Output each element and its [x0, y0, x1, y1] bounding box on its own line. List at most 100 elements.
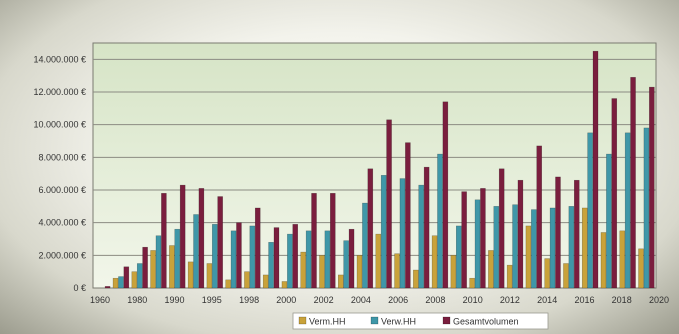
x-tick-label: 2012 — [500, 295, 520, 305]
bar-verm-hh — [375, 233, 382, 289]
x-tick-label: 2020 — [649, 295, 669, 305]
bar-verw-hh — [212, 224, 218, 289]
bar-verm-hh — [338, 274, 344, 289]
bars-group — [104, 50, 655, 289]
bar-verw-hh — [456, 225, 462, 289]
bar-verm-hh — [169, 245, 175, 289]
bar-verw-hh — [343, 240, 349, 289]
bar-verm-hh — [206, 263, 213, 289]
gridlines — [93, 58, 656, 256]
bar-verw-hh — [568, 206, 575, 289]
bar-gesamtvolumen — [498, 168, 505, 289]
bar-gesamtvolumen — [423, 166, 430, 289]
bar-gesamtvolumen — [367, 168, 374, 289]
bar-gesamtvolumen — [311, 193, 317, 289]
bar-gesamtvolumen — [611, 98, 618, 289]
bar-verw-hh — [380, 175, 387, 289]
bar-gesamtvolumen — [104, 286, 111, 289]
bar-verw-hh — [531, 209, 537, 289]
bar-verm-hh — [356, 255, 363, 289]
y-tick-label: 8.000.000 € — [38, 152, 86, 162]
bar-gesamtvolumen — [630, 77, 636, 289]
y-tick-label: 6.000.000 € — [38, 185, 86, 195]
bar-verw-hh — [549, 207, 556, 289]
bar-gesamtvolumen — [198, 188, 205, 289]
bar-verm-hh — [450, 255, 457, 289]
bar-gesamtvolumen — [536, 145, 542, 289]
bar-gesamtvolumen — [179, 184, 186, 289]
y-tick-label: 0 € — [73, 283, 86, 293]
bar-verm-hh — [413, 269, 419, 289]
bar-verm-hh — [581, 207, 588, 289]
x-tick-label: 2000 — [276, 295, 296, 305]
plot-area — [92, 42, 657, 289]
bar-verw-hh — [493, 206, 500, 289]
bar-verw-hh — [474, 199, 481, 289]
bar-gesamtvolumen — [123, 266, 130, 289]
legend-box — [292, 312, 549, 330]
x-tick-label: 2010 — [463, 295, 483, 305]
legend-label: Verm.HH — [309, 317, 346, 327]
y-tick-label: 12.000.000 € — [33, 87, 86, 97]
y-tick-label: 4.000.000 € — [38, 218, 86, 228]
bar-gesamtvolumen — [217, 196, 223, 289]
bar-gesamtvolumen — [517, 179, 524, 289]
bar-verm-hh — [281, 281, 288, 289]
bar-gesamtvolumen — [405, 142, 411, 289]
legend-label: Gesamtvolumen — [453, 317, 519, 327]
bar-gesamtvolumen — [236, 222, 242, 289]
bar-verw-hh — [193, 214, 199, 289]
bar-gesamtvolumen — [142, 246, 148, 289]
x-tick-label: 1960 — [90, 295, 110, 305]
bar-gesamtvolumen — [574, 179, 580, 289]
bar-verw-hh — [230, 230, 237, 289]
x-tick-label: 1995 — [202, 295, 222, 305]
x-tick-label: 1998 — [239, 295, 259, 305]
bar-verm-hh — [431, 235, 438, 289]
legend-swatch — [298, 316, 307, 325]
bar-verw-hh — [399, 178, 406, 289]
bar-gesamtvolumen — [348, 228, 355, 289]
bar-verw-hh — [437, 153, 443, 289]
x-tick-label: 2002 — [314, 295, 334, 305]
x-tick-label: 2014 — [537, 295, 557, 305]
bar-gesamtvolumen — [292, 224, 298, 289]
bar-verm-hh — [300, 251, 306, 289]
bar-verm-hh — [469, 277, 475, 289]
bar-verm-hh — [187, 261, 194, 289]
x-tick-label: 1980 — [127, 295, 147, 305]
bar-gesamtvolumen — [442, 101, 449, 289]
x-tick-label: 2006 — [388, 295, 408, 305]
legend-swatch — [370, 316, 379, 325]
x-axis: 1960 1980 1990 1995 1998 2000 2002 2004 2006 2008… — [90, 295, 669, 305]
bar-verw-hh — [643, 127, 650, 289]
bar-verw-hh — [174, 228, 180, 289]
y-tick-label: 14.000.000 € — [33, 54, 86, 64]
x-tick-label: 2008 — [425, 295, 445, 305]
bar-gesamtvolumen — [480, 188, 486, 289]
bar-verw-hh — [305, 230, 312, 289]
bar-verw-hh — [512, 204, 518, 289]
bar-verw-hh — [418, 184, 424, 289]
bar-verm-hh — [619, 230, 625, 289]
bar-verw-hh — [136, 263, 143, 289]
legend-swatch — [442, 316, 451, 325]
bar-verm-hh — [600, 232, 607, 289]
bar-gesamtvolumen — [386, 119, 392, 289]
bar-verm-hh — [225, 279, 231, 289]
y-tick-label: 10.000.000 € — [33, 120, 86, 130]
bar-verm-hh — [544, 258, 550, 289]
bar-verm-hh — [563, 263, 569, 289]
bar-gesamtvolumen — [161, 193, 167, 289]
bar-verm-hh — [131, 271, 138, 289]
y-axis: 0 € 2.000.000 € 4.000.000 € 6.000.000 € 8.00… — [33, 54, 86, 293]
bar-verw-hh — [606, 153, 612, 289]
bar-verm-hh — [488, 250, 494, 289]
bar-verm-hh — [150, 250, 156, 289]
bar-gesamtvolumen — [649, 86, 655, 289]
x-tick-label: 1990 — [164, 295, 184, 305]
bar-gesamtvolumen — [273, 227, 280, 289]
x-tick-label: 2016 — [574, 295, 594, 305]
